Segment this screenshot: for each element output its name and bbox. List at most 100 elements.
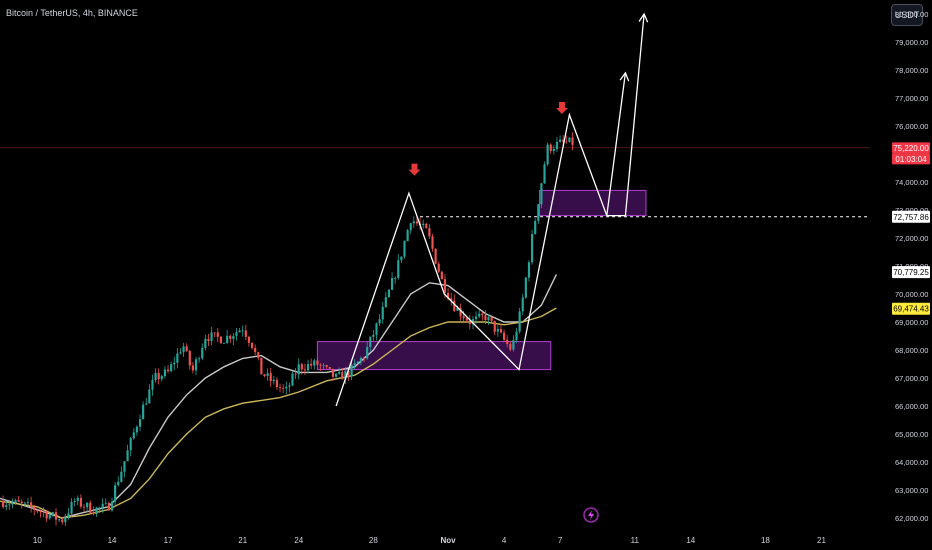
candle-body	[188, 350, 191, 366]
candle-body	[163, 369, 167, 377]
currency-button[interactable]: USDT	[891, 4, 923, 26]
candle-body	[381, 306, 384, 320]
x-tick-label: 7	[558, 536, 563, 545]
x-tick-label: 24	[294, 536, 303, 545]
candle-body	[201, 347, 204, 359]
candle-body	[23, 502, 26, 504]
candle-body	[555, 141, 559, 150]
y-tick-label: 62,000.00	[895, 514, 928, 523]
x-tick-label: 10	[33, 536, 42, 545]
candle-body	[341, 371, 344, 380]
candle-body	[232, 335, 235, 339]
candle-body	[537, 204, 540, 221]
candle-body	[14, 500, 17, 503]
resistance-zone	[539, 189, 647, 217]
candle-body	[425, 223, 428, 229]
candle-body	[490, 317, 493, 321]
candle-body	[409, 223, 412, 231]
candle-body	[129, 438, 132, 451]
candle-body	[229, 335, 232, 339]
candle-body	[107, 502, 110, 511]
x-tick-label: 18	[761, 536, 770, 545]
candle-body	[372, 334, 375, 337]
candle-body	[496, 329, 499, 332]
candle-body	[468, 320, 471, 325]
candle-body	[142, 404, 145, 420]
projection-path-2	[606, 13, 645, 217]
x-tick-label: Nov	[441, 536, 457, 545]
candle-body	[552, 149, 555, 152]
candle-body	[453, 300, 456, 311]
y-tick-label: 73,000.00	[895, 206, 928, 215]
candle-body	[191, 365, 195, 371]
candle-body	[120, 471, 123, 482]
candle-body	[160, 376, 163, 380]
candle-body	[288, 385, 291, 387]
candle-body	[394, 277, 397, 279]
candle-body	[117, 481, 120, 486]
candle-body	[285, 386, 288, 389]
candle-body	[344, 370, 347, 380]
candle-body	[145, 403, 148, 405]
candle-body	[204, 338, 207, 348]
arrowhead	[619, 71, 630, 82]
candle-body	[154, 372, 157, 380]
candle-body	[257, 352, 260, 358]
candle-body	[89, 502, 92, 513]
candle-body	[291, 373, 294, 386]
candle-body	[95, 507, 98, 515]
candle-body	[222, 342, 226, 344]
candle-body	[86, 502, 89, 508]
candle-body	[437, 263, 440, 272]
candle-body	[48, 515, 51, 519]
x-tick-label: 21	[238, 536, 247, 545]
candle-body	[558, 139, 562, 142]
candle-body	[471, 319, 475, 325]
candle-body	[64, 516, 67, 523]
candle-body	[185, 346, 188, 351]
candle-body	[440, 271, 443, 280]
candle-body	[51, 512, 54, 516]
sma_fast-label-bg	[892, 266, 930, 279]
candle-body	[278, 387, 282, 388]
candle-body	[30, 502, 33, 507]
symbol-title: Bitcoin / TetherUS, 4h, BINANCE	[6, 8, 138, 18]
candle-body	[443, 279, 447, 293]
y-tick-label: 78,000.00	[895, 66, 928, 75]
candle-body	[366, 346, 369, 359]
lightning-icon	[588, 510, 594, 520]
candle-body	[250, 342, 254, 348]
candle-body	[151, 379, 154, 390]
candle-body	[331, 368, 335, 377]
candle-body	[61, 519, 64, 523]
x-tick-label: 14	[108, 536, 117, 545]
candle-body	[263, 374, 266, 376]
candle-body	[459, 308, 462, 317]
candle-body	[316, 360, 319, 365]
candle-body	[518, 311, 521, 332]
candle-body	[362, 357, 366, 359]
candle-body	[45, 511, 48, 519]
candle-body	[254, 347, 257, 353]
candle-body	[54, 512, 58, 520]
candle-body	[17, 500, 20, 502]
candle-body	[530, 234, 534, 263]
candle-body	[58, 519, 61, 521]
candle-body	[303, 369, 307, 371]
y-tick-label: 77,000.00	[895, 94, 928, 103]
arrowhead	[638, 12, 649, 23]
candle-body	[241, 330, 244, 332]
candle-body	[42, 511, 45, 513]
candle-body	[359, 357, 363, 362]
candle-body	[70, 502, 73, 514]
candle-body	[540, 183, 543, 205]
x-tick-label: 21	[817, 536, 826, 545]
candle-body	[297, 364, 300, 375]
lightning-icon-ring	[583, 507, 599, 523]
candle-body	[310, 363, 313, 366]
y-tick-label: 80,000.00	[895, 10, 928, 19]
candle-body	[176, 353, 179, 363]
candle-body	[110, 501, 114, 511]
candle-body	[509, 343, 512, 350]
